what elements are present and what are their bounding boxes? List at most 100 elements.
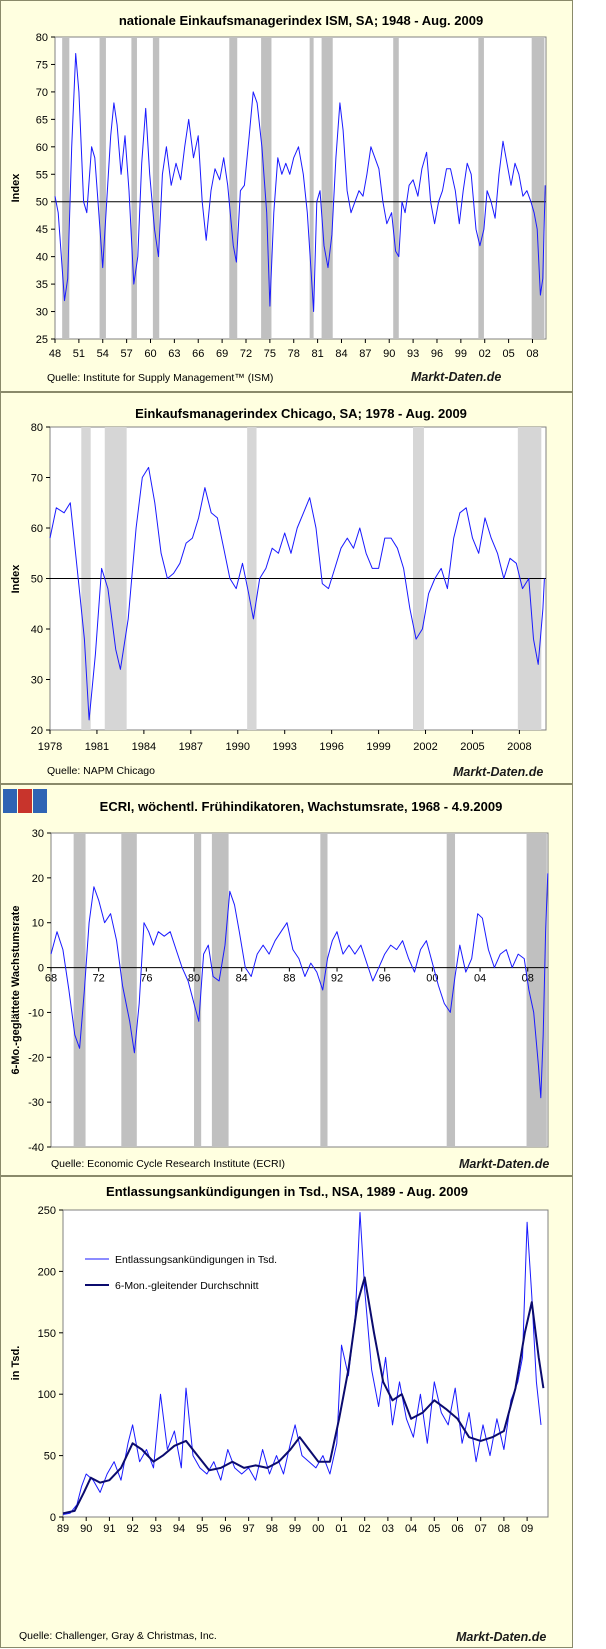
recession-bar — [309, 37, 314, 339]
brand-label: Markt-Daten.de — [411, 370, 502, 384]
y-tick-label: 60 — [31, 523, 43, 535]
y-tick-label: 55 — [36, 169, 48, 181]
x-tick-label: 08 — [526, 348, 538, 360]
y-tick-label: 65 — [36, 114, 48, 126]
chicago-source: Quelle: NAPM Chicago — [47, 765, 155, 777]
x-tick-label: 92 — [331, 973, 343, 985]
x-tick-label: 89 — [57, 1523, 69, 1535]
x-tick-label: 98 — [266, 1523, 278, 1535]
x-tick-label: 05 — [502, 348, 514, 360]
y-tick-label: 40 — [36, 252, 48, 264]
x-tick-label: 48 — [49, 348, 61, 360]
y-tick-label: 70 — [36, 87, 48, 99]
x-tick-label: 1987 — [179, 741, 203, 753]
y-tick-label: 30 — [36, 307, 48, 319]
chicago-chart: 20 30 40 50 60 70 80 1978 1981 1984 1987 1990 1993 19… — [10, 406, 547, 753]
brand-label: Markt-Daten.de — [453, 765, 544, 779]
y-axis-label: Index — [10, 564, 22, 594]
chart-panel-ecri: -40 -30 -20 -10 0 10 20 30 68 72 76 80 84 88 92 96 00 04 0… — [0, 784, 573, 1176]
x-tick-label: 93 — [150, 1523, 162, 1535]
y-tick-label: 20 — [31, 725, 43, 737]
y-tick-label: 80 — [31, 422, 43, 434]
recession-bar — [194, 833, 202, 1147]
y-tick-label: 0 — [38, 963, 44, 975]
x-tick-label: 95 — [196, 1523, 208, 1535]
logo-tile — [3, 789, 17, 813]
x-tick-label: 08 — [498, 1523, 510, 1535]
y-tick-label: 50 — [44, 1451, 56, 1463]
y-tick-label: 30 — [32, 828, 44, 840]
y-tick-label: -40 — [28, 1142, 44, 1154]
x-tick-label: 91 — [103, 1523, 115, 1535]
x-tick-label: 1990 — [226, 741, 250, 753]
brand-label: Markt-Daten.de — [456, 1630, 547, 1644]
recession-bar — [478, 37, 484, 339]
markt-daten-logo — [3, 789, 51, 817]
chart-panel-layoffs: 0 50 100 150 200 250 89 90 91 92 93 94 95 96 97 98 99 00 0… — [0, 1176, 573, 1648]
x-tick-label: 02 — [479, 348, 491, 360]
recession-bar — [261, 37, 272, 339]
ism-chart: 25 30 35 40 45 50 55 60 65 70 75 80 48 51 54 57 60 63 66 69… — [10, 13, 547, 360]
y-tick-label: 250 — [38, 1205, 56, 1217]
x-tick-label: 1993 — [272, 741, 296, 753]
x-tick-label: 2008 — [507, 741, 531, 753]
x-tick-label: 72 — [240, 348, 252, 360]
chart-title: nationale Einkaufsmanagerindex ISM, SA; … — [119, 13, 483, 28]
x-tick-label: 03 — [382, 1523, 394, 1535]
recession-bar — [121, 833, 137, 1147]
y-tick-label: 70 — [31, 473, 43, 485]
chart-title: Einkaufsmanagerindex Chicago, SA; 1978 -… — [135, 406, 467, 421]
x-tick-label: 05 — [428, 1523, 440, 1535]
legend-label: Entlassungsankündigungen in Tsd. — [115, 1254, 277, 1266]
x-tick-label: 1981 — [85, 741, 109, 753]
series-line — [50, 873, 549, 1099]
x-tick-label: 99 — [289, 1523, 301, 1535]
recession-bar — [393, 37, 399, 339]
y-tick-label: 0 — [50, 1512, 56, 1524]
y-tick-label: 40 — [31, 624, 43, 636]
x-tick-label: 78 — [288, 348, 300, 360]
x-tick-label: 51 — [73, 348, 85, 360]
x-tick-label: 66 — [192, 348, 204, 360]
x-tick-label: 76 — [140, 973, 152, 985]
recession-bar — [131, 37, 137, 339]
x-tick-label: 96 — [379, 973, 391, 985]
recession-bar — [446, 833, 456, 1147]
legend-label: 6-Mon.-gleitender Durchschnitt — [115, 1280, 259, 1292]
x-tick-label: 01 — [335, 1523, 347, 1535]
x-tick-label: 08 — [522, 973, 534, 985]
y-tick-label: 25 — [36, 334, 48, 346]
x-tick-label: 2005 — [460, 741, 484, 753]
y-axis-label: Index — [10, 173, 22, 203]
y-tick-label: 50 — [31, 574, 43, 586]
x-tick-label: 96 — [431, 348, 443, 360]
x-tick-label: 09 — [521, 1523, 533, 1535]
x-tick-label: 04 — [405, 1523, 417, 1535]
x-tick-label: 84 — [335, 348, 347, 360]
y-tick-label: 100 — [38, 1389, 56, 1401]
x-tick-label: 68 — [45, 973, 57, 985]
x-tick-label: 81 — [311, 348, 323, 360]
y-tick-label: 10 — [32, 918, 44, 930]
brand-label: Markt-Daten.de — [459, 1157, 550, 1171]
y-tick-label: 75 — [36, 59, 48, 71]
x-tick-label: 54 — [97, 348, 109, 360]
x-tick-label: 60 — [144, 348, 156, 360]
recession-bar — [531, 37, 545, 339]
x-tick-label: 92 — [126, 1523, 138, 1535]
x-tick-label: 80 — [188, 973, 200, 985]
x-tick-label: 06 — [451, 1523, 463, 1535]
y-tick-label: 80 — [36, 32, 48, 44]
x-tick-label: 96 — [219, 1523, 231, 1535]
recession-bar — [321, 37, 333, 339]
x-tick-label: 99 — [455, 348, 467, 360]
x-tick-label: 93 — [407, 348, 419, 360]
series-line — [54, 53, 546, 312]
recession-bar — [211, 833, 229, 1147]
series-line — [62, 1212, 542, 1515]
y-tick-label: 20 — [32, 873, 44, 885]
logo-tile — [33, 789, 47, 813]
x-tick-label: 88 — [283, 973, 295, 985]
